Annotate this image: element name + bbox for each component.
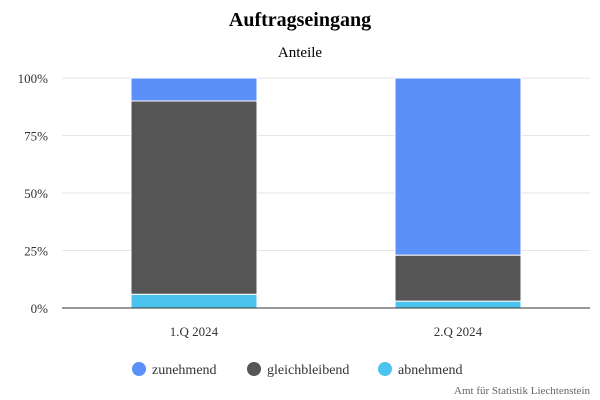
legend-label: zunehmend — [152, 363, 217, 378]
legend-label: gleichbleibend — [267, 363, 349, 378]
y-axis-ticks: 0% 25% 50% 75% 100% — [18, 71, 49, 316]
legend-item-abnehmend[interactable]: abnehmend — [378, 362, 463, 378]
credit-text: Amt für Statistik Liechtenstein — [454, 385, 590, 397]
chart-title: Auftragseingang — [229, 9, 371, 31]
legend-marker — [132, 362, 146, 376]
x-tick-label: 2.Q 2024 — [434, 324, 483, 339]
bars — [130, 77, 522, 309]
legend-marker — [247, 362, 261, 376]
x-axis-ticks: 1.Q 2024 2.Q 2024 — [170, 324, 483, 339]
bar-segment-gleichbleibend — [394, 254, 522, 302]
bar-segment-zunehmend — [394, 77, 522, 256]
chart-subtitle: Anteile — [278, 45, 322, 61]
legend-marker — [378, 362, 392, 376]
bar-segment-zunehmend — [130, 77, 258, 102]
legend-label: abnehmend — [398, 363, 463, 378]
y-tick-label: 50% — [24, 186, 48, 201]
y-tick-label: 25% — [24, 244, 48, 259]
y-tick-label: 0% — [31, 301, 49, 316]
x-tick-label: 1.Q 2024 — [170, 324, 219, 339]
y-tick-label: 100% — [18, 71, 49, 86]
bar-segment-abnehmend — [394, 300, 522, 309]
bar-segment-gleichbleibend — [130, 100, 258, 295]
bar-segment-abnehmend — [130, 293, 258, 309]
legend-item-zunehmend[interactable]: zunehmend — [132, 362, 217, 378]
legend-item-gleichbleibend[interactable]: gleichbleibend — [247, 362, 349, 378]
y-tick-label: 75% — [24, 129, 48, 144]
legend: zunehmend gleichbleibend abnehmend — [132, 362, 463, 378]
